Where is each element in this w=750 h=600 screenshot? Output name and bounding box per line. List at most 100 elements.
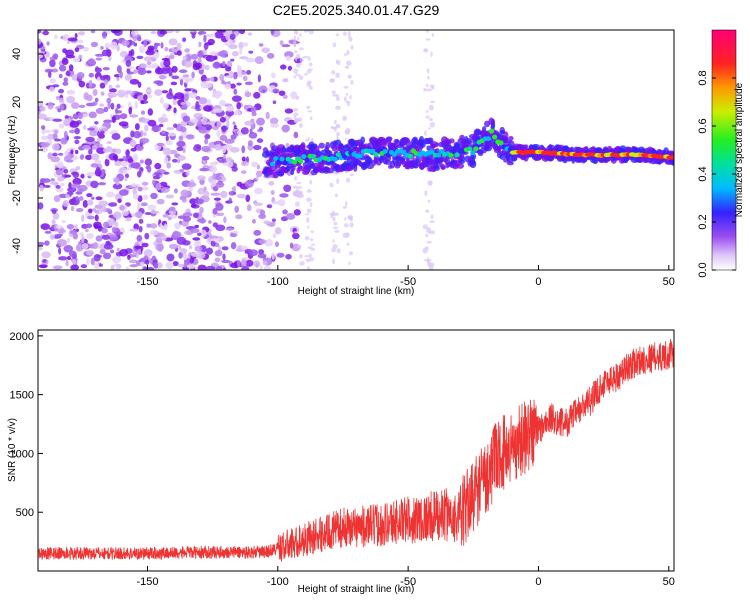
noise-mark [52, 53, 59, 59]
noise-mark [75, 208, 84, 213]
noise-mark [272, 88, 280, 94]
ridge-mark [523, 144, 529, 150]
noise-mark [85, 249, 95, 256]
noise-mark [257, 253, 267, 259]
heatmap-panel: -150 -100 -50 0 50 -40 -20 0 20 40 Height of str… [7, 29, 675, 297]
noise-mark [181, 197, 187, 203]
noise-mark [50, 156, 60, 163]
noise-mark [159, 181, 168, 187]
noise-mark [132, 193, 139, 200]
noise-mark [311, 138, 314, 143]
noise-mark [70, 149, 74, 155]
noise-mark [109, 249, 115, 254]
ridge-mark [459, 134, 465, 140]
noise-mark [134, 123, 140, 131]
noise-mark [236, 82, 242, 86]
noise-mark [124, 55, 133, 63]
noise-mark [236, 101, 242, 110]
noise-mark [76, 72, 85, 79]
noise-mark [125, 90, 133, 95]
noise-mark [156, 142, 165, 147]
noise-mark [90, 163, 99, 168]
noise-mark [246, 69, 252, 75]
noise-mark [293, 75, 297, 79]
noise-mark [38, 101, 44, 107]
noise-mark [167, 216, 172, 221]
noise-mark [424, 130, 427, 136]
noise-mark [94, 214, 99, 222]
ridge-mark [325, 141, 331, 150]
snr-point [264, 551, 266, 553]
noise-mark [49, 86, 55, 92]
noise-mark [293, 40, 297, 48]
noise-mark [258, 43, 264, 47]
noise-mark [306, 105, 311, 109]
noise-mark [195, 198, 204, 205]
noise-mark [90, 30, 96, 34]
noise-mark [244, 91, 252, 98]
noise-mark [129, 264, 139, 268]
noise-mark [116, 65, 122, 74]
ridge-mark [483, 120, 491, 128]
noise-mark [206, 33, 216, 38]
noise-mark [307, 56, 311, 62]
noise-mark [298, 47, 305, 51]
noise-mark [106, 97, 112, 104]
noise-mark [425, 226, 431, 233]
noise-mark [75, 191, 83, 195]
noise-mark [308, 85, 313, 90]
noise-mark [265, 111, 270, 120]
noise-mark [155, 237, 163, 244]
noise-mark [292, 185, 298, 189]
noise-mark [163, 59, 171, 67]
noise-mark [294, 176, 297, 181]
noise-mark [43, 129, 52, 134]
noise-mark [158, 75, 167, 80]
noise-mark [147, 108, 154, 116]
noise-mark [258, 239, 267, 245]
noise-mark [38, 38, 42, 45]
ridge-mark [407, 153, 413, 159]
noise-mark [258, 249, 265, 255]
noise-mark [422, 224, 428, 230]
noise-mark [201, 156, 210, 161]
noise-mark [213, 140, 224, 146]
noise-mark [183, 261, 187, 269]
noise-mark [292, 107, 299, 112]
noise-mark [117, 158, 124, 162]
noise-mark [77, 31, 86, 36]
noise-mark [426, 109, 429, 113]
noise-mark [110, 264, 115, 270]
noise-mark [305, 217, 310, 223]
noise-mark [117, 198, 122, 204]
heatmap-x-label: Height of straight line (km) [298, 286, 415, 297]
noise-mark [49, 59, 56, 68]
noise-mark [119, 189, 129, 196]
noise-mark [121, 39, 130, 47]
noise-mark [298, 117, 303, 122]
noise-mark [41, 251, 51, 259]
noise-mark [263, 265, 271, 270]
noise-mark [108, 234, 119, 241]
noise-mark [145, 64, 155, 69]
noise-mark [183, 253, 188, 260]
noise-mark [259, 264, 263, 270]
noise-mark [139, 261, 145, 266]
y-tick-label: 2000 [10, 331, 34, 343]
noise-mark [190, 203, 197, 208]
noise-mark [212, 172, 216, 181]
ridge-mark [485, 136, 492, 142]
noise-mark [96, 137, 102, 142]
ridge-mark [384, 159, 392, 165]
noise-mark [223, 216, 227, 224]
noise-mark [86, 193, 93, 198]
noise-mark [306, 208, 312, 213]
noise-mark [130, 130, 135, 138]
ridge-mark [434, 148, 440, 154]
snr-panel: -150 -100 -50 0 50 500 1000 1500 2000 Height of… [7, 329, 675, 595]
noise-mark [127, 158, 134, 164]
noise-mark [134, 245, 142, 250]
noise-mark [426, 30, 429, 33]
noise-mark [39, 106, 45, 112]
noise-mark [187, 186, 193, 193]
